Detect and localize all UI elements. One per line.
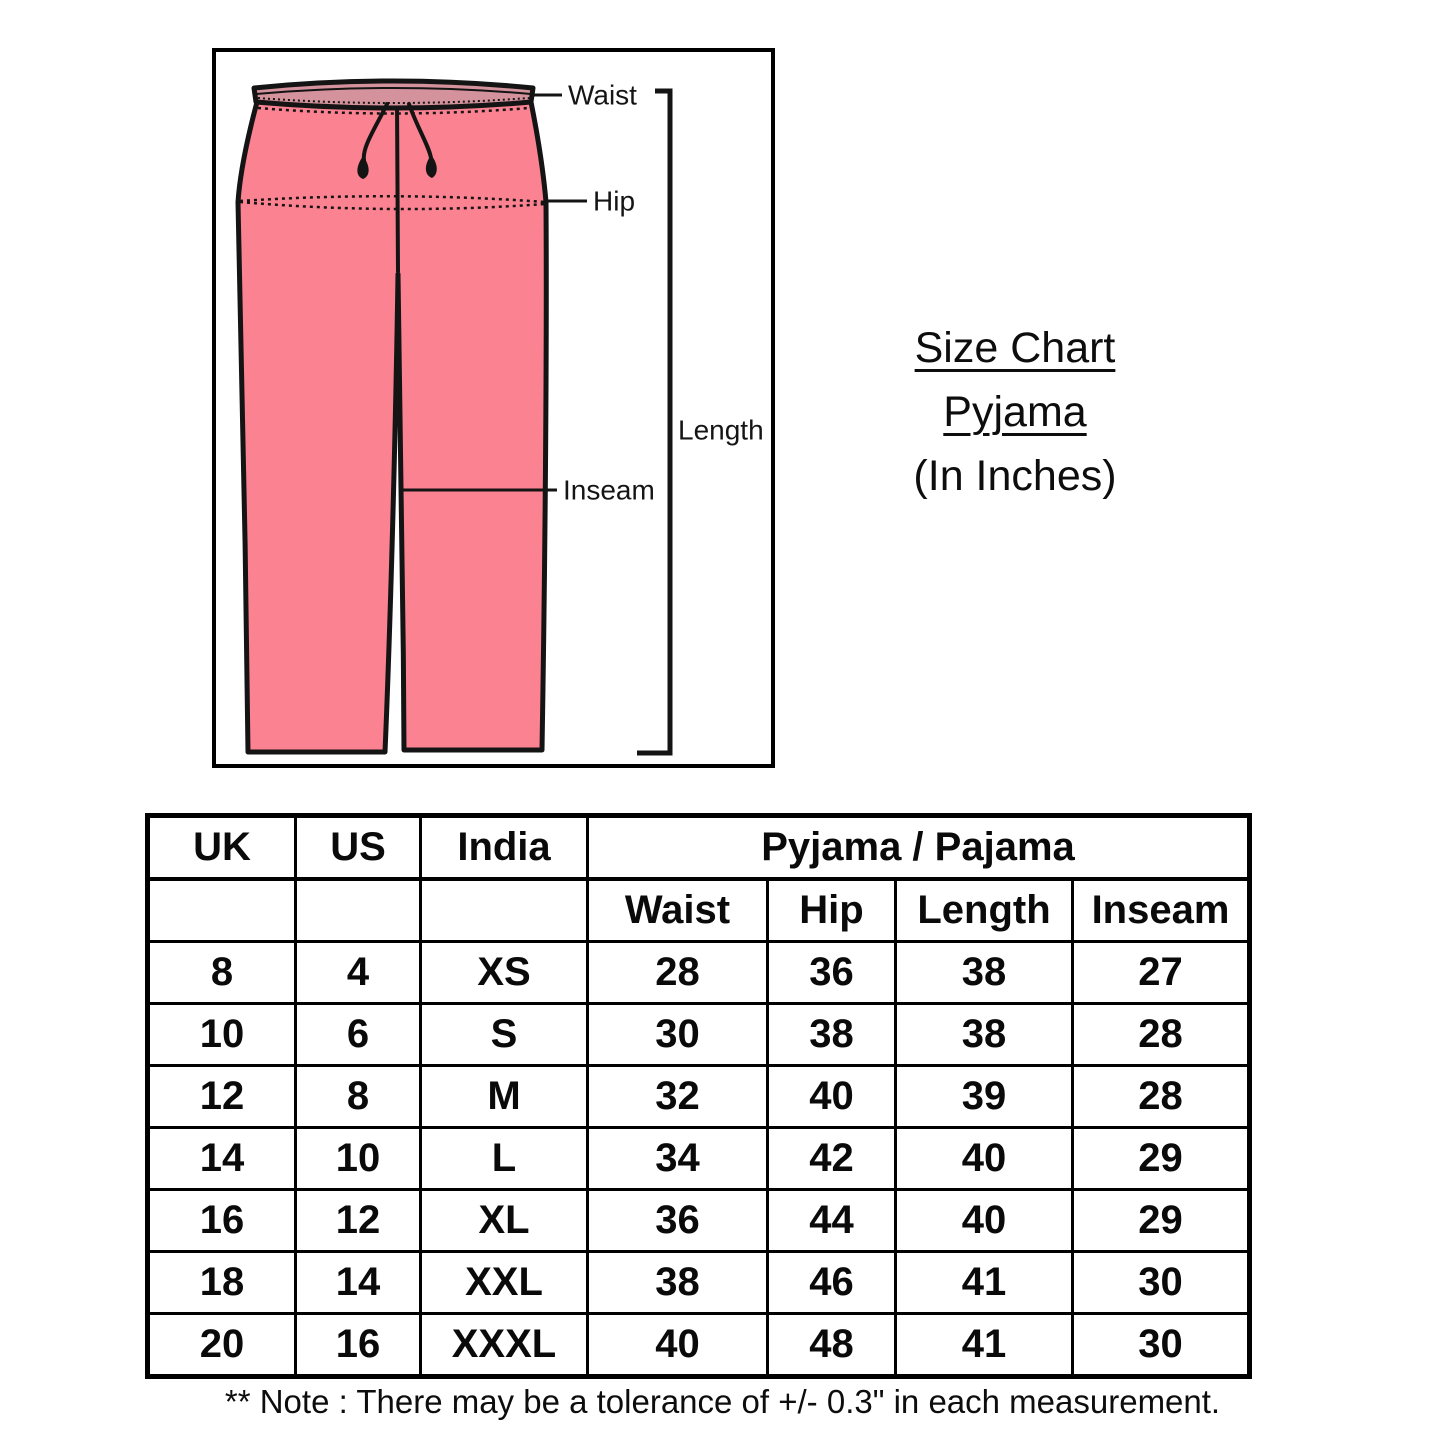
- table-cell: 38: [894, 940, 1074, 1005]
- size-table: UK US India Pyjama / Pajama Waist Hip Le…: [145, 813, 1252, 1379]
- drawstring-right-cord: [407, 102, 433, 160]
- table-cell: 36: [766, 940, 897, 1005]
- size-table-body: 8 4 XS 28 36 38 27 10 6 S 30 38 38 28 12 8 M 32 40 39 28 14 10…: [146, 940, 1251, 1378]
- table-row: 14 10 L 34 42 40 29: [146, 1126, 1251, 1191]
- table-cell: 28: [1071, 1002, 1251, 1067]
- table-cell: 30: [586, 1002, 769, 1067]
- note-text: ** Note : There may be a tolerance of +/…: [224, 1383, 1221, 1420]
- table-cell: 14: [294, 1250, 422, 1315]
- col-header-india: India: [419, 814, 589, 881]
- table-cell: 10: [146, 1002, 297, 1067]
- pants-diagram-box: Waist Hip Inseam Length: [212, 48, 775, 768]
- table-row: 12 8 M 32 40 39 28: [146, 1064, 1251, 1129]
- title-line-3: (In Inches): [913, 452, 1117, 500]
- table-cell: L: [419, 1126, 589, 1191]
- table-row: 10 6 S 30 38 38 28: [146, 1002, 1251, 1067]
- table-cell: 42: [766, 1126, 897, 1191]
- table-cell: 34: [586, 1126, 769, 1191]
- table-cell: 20: [146, 1312, 297, 1378]
- table-cell: 29: [1071, 1126, 1251, 1191]
- chart-title-block: Size Chart Pyjama (In Inches): [845, 316, 1185, 508]
- waistband-inner-line: [255, 87, 532, 95]
- table-cell: 48: [766, 1312, 897, 1378]
- table-cell: 14: [146, 1126, 297, 1191]
- col-header-empty: [146, 877, 297, 943]
- table-cell: XXL: [419, 1250, 589, 1315]
- table-row: 20 16 XXXL 40 48 41 30: [146, 1312, 1251, 1378]
- table-cell: 40: [894, 1188, 1074, 1253]
- table-cell: 16: [146, 1188, 297, 1253]
- table-cell: 30: [1071, 1312, 1251, 1378]
- drawstring-left-tip: [357, 156, 369, 179]
- table-cell: XXXL: [419, 1312, 589, 1378]
- table-cell: 40: [766, 1064, 897, 1129]
- size-table-head: UK US India Pyjama / Pajama Waist Hip Le…: [146, 814, 1251, 943]
- table-cell: 40: [894, 1126, 1074, 1191]
- table-row: 16 12 XL 36 44 40 29: [146, 1188, 1251, 1253]
- table-cell: 28: [1071, 1064, 1251, 1129]
- drawstring-right-tip: [425, 155, 437, 178]
- title-line-2: Pyjama: [943, 388, 1087, 436]
- table-cell: XL: [419, 1188, 589, 1253]
- table-cell: 40: [586, 1312, 769, 1378]
- title-line-1: Size Chart: [914, 324, 1116, 372]
- table-cell: 10: [294, 1126, 422, 1191]
- length-bracket: [637, 88, 673, 756]
- table-cell: 38: [766, 1002, 897, 1067]
- col-header-empty: [294, 877, 422, 943]
- drawstring-left-cord: [361, 102, 389, 162]
- table-cell: 8: [146, 940, 297, 1005]
- table-cell: 38: [586, 1250, 769, 1315]
- waist-label: Waist: [568, 80, 637, 111]
- col-header-group: Pyjama / Pajama: [586, 814, 1251, 881]
- table-cell: 32: [586, 1064, 769, 1129]
- table-cell: 36: [586, 1188, 769, 1253]
- table-cell: 29: [1071, 1188, 1251, 1253]
- inseam-label: Inseam: [563, 475, 655, 506]
- table-header-row-1: UK US India Pyjama / Pajama: [146, 814, 1251, 881]
- table-row: 18 14 XXL 38 46 41 30: [146, 1250, 1251, 1315]
- pants-body: [235, 99, 549, 755]
- col-header-empty: [419, 877, 589, 943]
- table-cell: 12: [294, 1188, 422, 1253]
- col-header-us: US: [294, 814, 422, 881]
- crease-line: [395, 101, 400, 273]
- table-cell: 41: [894, 1312, 1074, 1378]
- table-row: 8 4 XS 28 36 38 27: [146, 940, 1251, 1005]
- table-cell: 30: [1071, 1250, 1251, 1315]
- table-cell: 28: [586, 940, 769, 1005]
- table-cell: XS: [419, 940, 589, 1005]
- table-cell: 27: [1071, 940, 1251, 1005]
- col-header-inseam: Inseam: [1071, 877, 1251, 943]
- table-cell: 12: [146, 1064, 297, 1129]
- table-cell: 18: [146, 1250, 297, 1315]
- table-cell: 6: [294, 1002, 422, 1067]
- table-cell: 38: [894, 1002, 1074, 1067]
- table-cell: 41: [894, 1250, 1074, 1315]
- waist-dotted-line: [257, 106, 530, 115]
- table-header-row-2: Waist Hip Length Inseam: [146, 877, 1251, 943]
- table-cell: 46: [766, 1250, 897, 1315]
- table-cell: 8: [294, 1064, 422, 1129]
- col-header-length: Length: [894, 877, 1074, 943]
- table-cell: S: [419, 1002, 589, 1067]
- hip-label: Hip: [593, 186, 635, 217]
- table-cell: 16: [294, 1312, 422, 1378]
- table-cell: 4: [294, 940, 422, 1005]
- table-cell: 44: [766, 1188, 897, 1253]
- col-header-uk: UK: [146, 814, 297, 881]
- table-cell: 39: [894, 1064, 1074, 1129]
- col-header-hip: Hip: [766, 877, 897, 943]
- waistband-stitch-dots: [257, 97, 530, 104]
- length-label: Length: [678, 415, 764, 446]
- table-cell: M: [419, 1064, 589, 1129]
- pants-diagram-drawing: Waist Hip Inseam Length: [235, 78, 764, 756]
- col-header-waist: Waist: [586, 877, 769, 943]
